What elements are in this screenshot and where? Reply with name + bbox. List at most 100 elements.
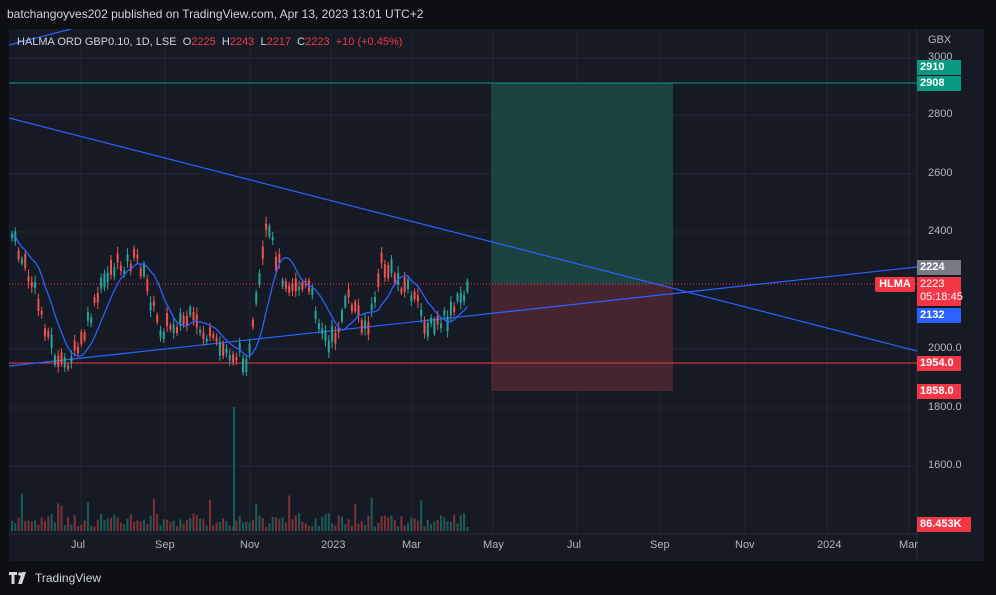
candle-body xyxy=(149,302,152,311)
target-top-tag: 2910 xyxy=(917,60,961,75)
volume-bar xyxy=(413,518,416,531)
volume-bar xyxy=(113,514,116,531)
volume-bar xyxy=(400,515,403,531)
candle-body xyxy=(218,341,221,356)
volume-bar xyxy=(278,518,281,531)
candle-body xyxy=(311,288,314,296)
candle-body xyxy=(133,248,136,258)
candle-body xyxy=(400,288,403,294)
target-tag: 2908 xyxy=(917,76,961,91)
descending-trendline[interactable] xyxy=(9,117,918,352)
brand-name: TradingView xyxy=(35,571,102,585)
moving-average-line[interactable] xyxy=(11,235,468,357)
candle-body xyxy=(119,265,122,271)
volume-bar xyxy=(205,525,208,531)
loss-zone[interactable] xyxy=(491,284,673,391)
volume-bar xyxy=(27,520,30,531)
candle-body xyxy=(291,283,294,291)
candle-body xyxy=(152,301,155,307)
candle-body xyxy=(100,277,103,289)
candle-body xyxy=(294,278,297,292)
candle-body xyxy=(47,330,50,337)
candle-body xyxy=(430,317,433,324)
candle-body xyxy=(370,303,373,311)
candle-body xyxy=(199,329,202,333)
candle-body xyxy=(383,264,386,278)
volume-bar xyxy=(383,515,386,531)
candle-body xyxy=(456,294,459,302)
volume-bar xyxy=(60,505,63,531)
candle-body xyxy=(258,273,261,284)
candle-body xyxy=(364,320,367,329)
volume-bar xyxy=(199,518,202,531)
candle-body xyxy=(86,312,89,321)
candle-body xyxy=(327,340,330,353)
candle-body xyxy=(357,305,360,317)
candle-body xyxy=(314,311,317,319)
publisher-line: batchangoyves202 published on TradingVie… xyxy=(7,7,424,21)
candle-body xyxy=(393,274,396,283)
candle-body xyxy=(176,327,178,333)
candle-body xyxy=(423,321,426,334)
top-trendline-fragment[interactable] xyxy=(9,29,72,46)
candle-body xyxy=(232,354,235,363)
candle-body xyxy=(436,315,439,325)
candle-body xyxy=(324,330,327,341)
candle-body xyxy=(139,268,142,277)
candle-body xyxy=(113,267,116,277)
candle-body xyxy=(321,328,324,334)
open-label: O xyxy=(182,36,192,48)
candle-body xyxy=(284,281,287,289)
volume-bar xyxy=(156,514,159,531)
volume-bar xyxy=(436,519,439,531)
volume-bar xyxy=(129,514,132,531)
volume-bar xyxy=(321,517,324,531)
volume-bar xyxy=(146,523,149,531)
volume-bar xyxy=(449,521,452,531)
price-chart[interactable]: HALMA ORD GBP0.10, 1D, LSE O2225 H2243 L… xyxy=(9,29,984,561)
open-value: 2225 xyxy=(191,36,216,48)
volume-bar xyxy=(139,521,142,531)
volume-bar xyxy=(93,526,96,531)
candlestick-series[interactable] xyxy=(11,216,469,377)
volume-bar xyxy=(96,519,99,531)
ascending-trendline[interactable] xyxy=(9,266,918,367)
volume-bar xyxy=(70,524,73,531)
volume-bar xyxy=(446,520,449,531)
volume-bar xyxy=(327,513,330,531)
chart-canvas[interactable] xyxy=(9,29,984,561)
candle-body xyxy=(275,256,277,271)
price-tick-label: 2600 xyxy=(928,167,953,179)
candle-body xyxy=(123,270,126,274)
symbol-name: HALMA ORD GBP0.10, 1D, LSE xyxy=(17,36,177,48)
candle-body xyxy=(367,321,370,335)
candle-body xyxy=(298,286,301,291)
volume-bar xyxy=(119,522,122,531)
high-value: 2243 xyxy=(229,36,255,48)
candle-body xyxy=(156,315,159,323)
candle-body xyxy=(235,357,238,361)
price-tick-label: 1600.0 xyxy=(928,459,962,471)
candle-body xyxy=(44,328,46,337)
volume-bar xyxy=(11,520,13,531)
volume-bar xyxy=(179,519,182,531)
profit-zone[interactable] xyxy=(491,83,673,284)
candle-body xyxy=(20,258,23,264)
volume-bar xyxy=(298,513,301,531)
volume-bar xyxy=(126,518,129,531)
volume-bar xyxy=(189,518,192,531)
candle-body xyxy=(347,289,350,298)
volume-bar xyxy=(47,516,50,531)
candle-body xyxy=(90,317,93,324)
volume-bar xyxy=(222,518,225,531)
volume-bar xyxy=(100,514,103,531)
candle-body xyxy=(341,310,343,322)
candle-body xyxy=(228,354,231,361)
volume-bar xyxy=(169,521,172,531)
volume-bar xyxy=(103,520,106,531)
time-tick-label: Jul xyxy=(567,539,582,551)
volume-bar xyxy=(331,523,334,531)
volume-bar xyxy=(162,519,165,531)
volume-bar xyxy=(242,522,244,531)
volume-bar xyxy=(20,493,23,531)
